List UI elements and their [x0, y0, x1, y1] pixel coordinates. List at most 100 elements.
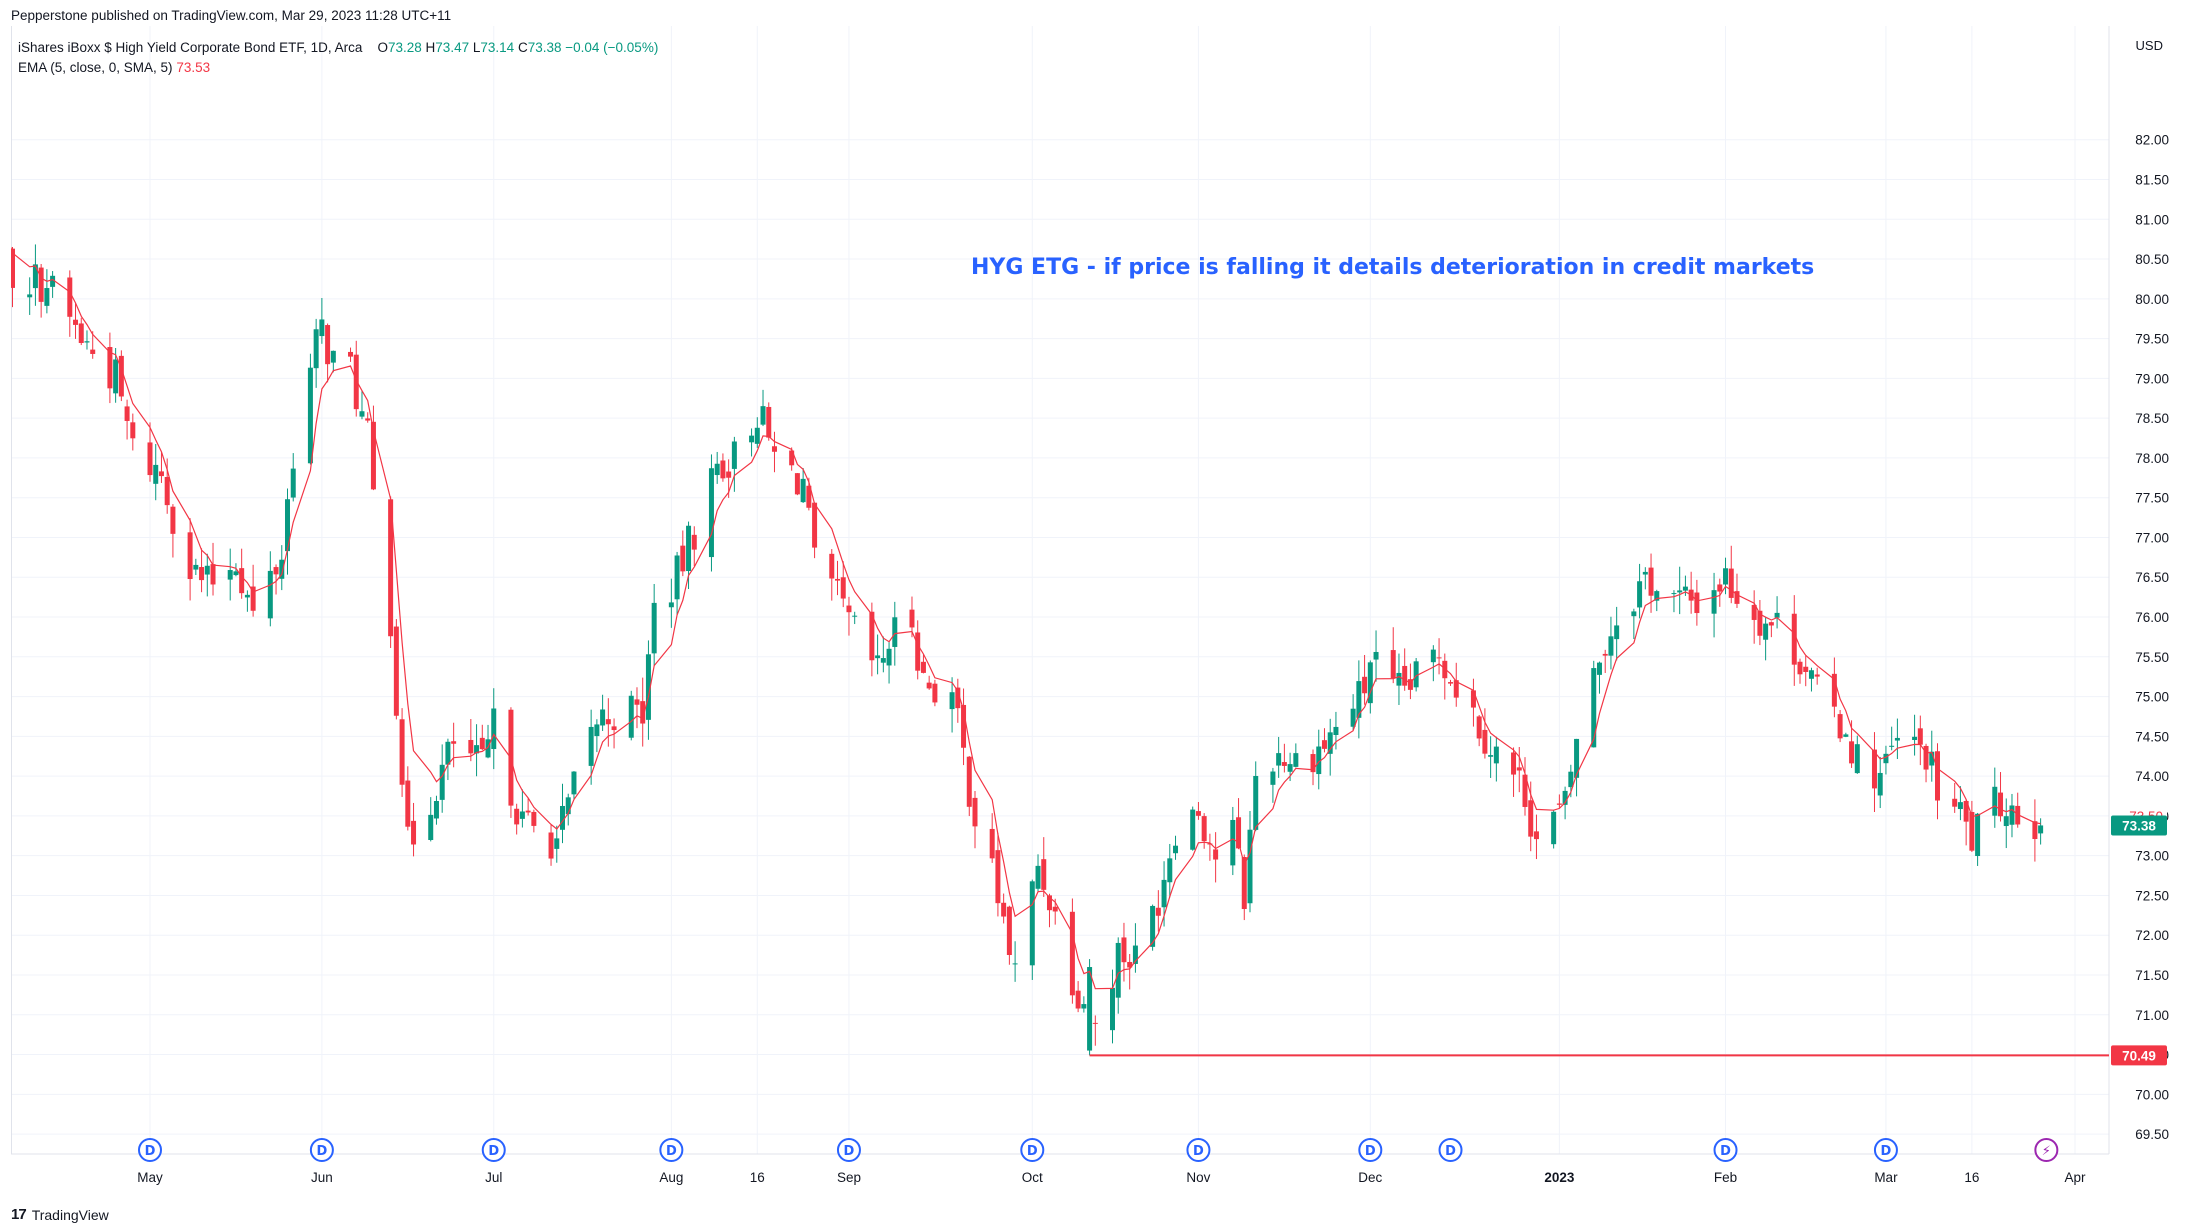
candle-body	[771, 446, 777, 452]
candle-body	[193, 564, 199, 570]
candle-body	[1476, 716, 1482, 739]
chart-annotation: HYG ETG - if price is falling it details…	[971, 255, 1814, 280]
candle-body	[2009, 805, 2015, 825]
candlestick-chart[interactable]: HYG ETG - if price is falling it details…	[11, 26, 2185, 1197]
candle-body	[1957, 802, 1963, 810]
event-marker-glyph: D	[145, 1144, 156, 1159]
candle-body	[1069, 911, 1075, 996]
candle-body	[1402, 665, 1408, 686]
footer-brand[interactable]: TradingView	[31, 1206, 109, 1223]
x-tick-label: Dec	[1358, 1170, 1382, 1185]
candle-body	[645, 654, 651, 720]
candle-body	[880, 658, 886, 663]
legend-ema-label: EMA (5, close, 0, SMA, 5)	[18, 60, 173, 75]
candle-body	[1293, 753, 1299, 767]
dividend-marker-icon	[1438, 1138, 1463, 1162]
legend-l-value: 73.14	[480, 40, 515, 55]
candle-body	[1768, 622, 1774, 626]
candle-body	[1173, 845, 1179, 854]
legend: iShares iBoxx $ High Yield Corporate Bon…	[18, 38, 658, 78]
candle-body	[130, 422, 136, 439]
candle-body	[720, 460, 726, 479]
candle-body	[1287, 764, 1293, 772]
candle-body	[600, 709, 606, 726]
candle-body	[90, 349, 96, 354]
event-marker-glyph: D	[316, 1144, 327, 1159]
x-tick-label: Sep	[837, 1170, 861, 1185]
chart-frame[interactable]: HYG ETG - if price is falling it details…	[11, 26, 2185, 1197]
candle-body	[1912, 736, 1918, 741]
x-tick-label: Jun	[311, 1170, 333, 1185]
candle-body	[1201, 816, 1207, 842]
event-marker-glyph: D	[1193, 1144, 1204, 1159]
candle-body	[1682, 586, 1688, 591]
candle-body	[50, 275, 56, 287]
candle-body	[989, 828, 995, 859]
candle-body	[1757, 610, 1763, 636]
candle-body	[1012, 963, 1018, 965]
candle-body	[1230, 819, 1236, 866]
candle-body	[846, 605, 852, 613]
event-marker-glyph: D	[666, 1144, 677, 1159]
candle-body	[451, 741, 457, 744]
candle-body	[1253, 775, 1259, 830]
candle-body	[1797, 661, 1803, 675]
last-price-badge	[2111, 815, 2167, 836]
flash-event-icon	[2034, 1138, 2059, 1162]
candle-body	[204, 565, 210, 575]
candle-body	[1448, 682, 1454, 684]
x-tick-label: 16	[750, 1170, 765, 1185]
event-marker-glyph: D	[1027, 1144, 1038, 1159]
candle-body	[1081, 1004, 1087, 1009]
candle-body	[1276, 753, 1282, 766]
candle-body	[1929, 751, 1935, 766]
candle-body	[1963, 800, 1969, 822]
candle-body	[285, 499, 290, 552]
candle-body	[1213, 849, 1219, 860]
candle-body	[806, 485, 812, 508]
candle-body	[1155, 907, 1161, 916]
tradingview-logo-icon[interactable]: 17	[11, 1206, 27, 1223]
dividend-marker-icon	[309, 1138, 334, 1162]
candle-body	[2003, 816, 2009, 827]
candle-body	[1533, 831, 1539, 840]
ema-line	[11, 246, 2041, 990]
candle-body	[680, 545, 686, 572]
legend-o-label: O	[377, 40, 388, 55]
candle-body	[1121, 937, 1127, 963]
candle-body	[233, 571, 239, 576]
dividend-marker-icon	[836, 1138, 861, 1162]
x-tick-label: Aug	[659, 1170, 683, 1185]
candle-body	[1035, 865, 1041, 889]
y-tick-label: 82.00	[2135, 133, 2169, 148]
candle-body	[1167, 858, 1173, 883]
y-tick-label: 71.00	[2135, 1008, 2169, 1023]
y-tick-label: 77.50	[2135, 491, 2169, 506]
candle-body	[319, 319, 325, 337]
candle-body	[886, 648, 892, 666]
event-marker-glyph: D	[1720, 1144, 1731, 1159]
candle-body	[519, 811, 525, 819]
candle-body	[955, 687, 961, 709]
candle-body	[2032, 821, 2038, 840]
candle-body	[1001, 902, 1007, 917]
candle-body	[244, 594, 250, 598]
legend-symbol: iShares iBoxx $ High Yield Corporate Bon…	[18, 40, 363, 55]
x-tick-label: Mar	[1874, 1170, 1898, 1185]
candle-body	[1127, 961, 1133, 968]
candle-body	[961, 704, 967, 748]
candle-body	[754, 427, 760, 444]
candle-body	[749, 435, 755, 443]
candle-body	[1493, 746, 1499, 764]
y-tick-label: 77.00	[2135, 530, 2169, 545]
legend-h-value: 73.47	[435, 40, 470, 55]
candle-body	[38, 267, 44, 302]
candle-body	[1602, 653, 1608, 656]
candle-body	[44, 288, 50, 306]
dividend-marker-icon	[1020, 1138, 1045, 1162]
legend-symbol-row: iShares iBoxx $ High Yield Corporate Bon…	[18, 38, 658, 58]
candle-body	[1436, 657, 1442, 659]
candle-body	[1373, 651, 1379, 660]
candle-body	[1029, 881, 1035, 966]
candle-body	[571, 771, 577, 795]
